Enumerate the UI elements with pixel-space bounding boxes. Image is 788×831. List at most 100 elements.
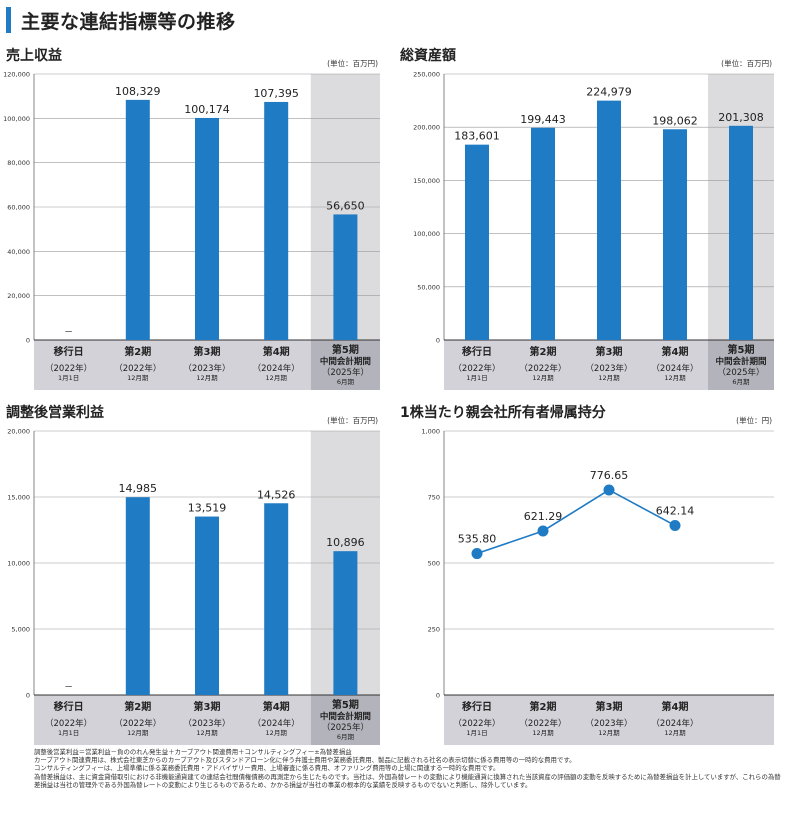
- bar: [531, 127, 555, 340]
- category-label: 第5期: [332, 698, 359, 711]
- category-label: 第3期: [194, 345, 221, 358]
- category-sub: 6月期: [337, 733, 355, 741]
- value-label: 199,443: [520, 113, 566, 126]
- value-label: 56,650: [326, 199, 365, 212]
- category-sub: 12月期: [196, 374, 218, 382]
- value-label: 224,979: [586, 86, 632, 99]
- data-point: [537, 525, 549, 537]
- value-label: 10,896: [326, 536, 365, 549]
- bar: [195, 516, 219, 695]
- bar: [597, 100, 621, 340]
- category-band: [444, 695, 774, 745]
- chart-title: 総資産額: [400, 47, 456, 64]
- page-header: 主要な連結指標等の推移: [6, 6, 236, 34]
- category-year: （2024年）: [651, 363, 698, 374]
- value-label: 100,174: [184, 103, 230, 116]
- category-sub: 6月期: [732, 378, 750, 386]
- value-label: 201,308: [718, 111, 764, 124]
- category-sub: 1月1日: [466, 729, 487, 737]
- unit-label: (単位：百万円): [327, 58, 378, 68]
- y-tick-label: 0: [436, 692, 440, 700]
- category-band: [34, 695, 311, 745]
- category-year: （2023年）: [183, 363, 230, 374]
- value-label: 14,985: [119, 482, 158, 495]
- bar: [333, 214, 358, 340]
- y-tick-label: 60,000: [7, 204, 30, 212]
- category-label: 第2期: [530, 345, 557, 358]
- category-year: （2022年）: [453, 363, 500, 374]
- category-sub: 6月期: [337, 378, 355, 386]
- data-point: [669, 519, 681, 531]
- y-tick-label: 15,000: [7, 494, 30, 502]
- value-label: 108,329: [115, 85, 161, 98]
- footnote-item: カーブアウト関連費用は、株式会社東芝からのカーブアウト及びスタンドアローン化に伴…: [34, 756, 576, 765]
- page-title: 主要な連結指標等の推移: [21, 10, 236, 33]
- category-year: （2022年）: [453, 718, 500, 729]
- category-year: （2022年）: [114, 718, 161, 729]
- footnote-item: 調整後営業利益＝営業利益－負ののれん発生益＋カーブアウト関連費用＋コンサルティン…: [34, 748, 352, 756]
- value-label: －: [64, 328, 73, 338]
- bar: [333, 551, 358, 695]
- unit-label: (単位：円): [736, 415, 772, 425]
- bar: [264, 503, 289, 695]
- category-label: 第2期: [530, 700, 557, 713]
- category-year: （2023年）: [585, 718, 632, 729]
- y-tick-label: 80,000: [7, 159, 30, 167]
- category-band: [34, 340, 311, 390]
- category-sub: 12月期: [532, 374, 554, 382]
- category-band-highlight: [310, 695, 380, 745]
- bar: [125, 497, 150, 695]
- category-label: 第2期: [124, 345, 151, 358]
- series-line: [476, 489, 676, 555]
- category-year: （2022年）: [45, 718, 92, 729]
- chart-total-assets: 総資産額 (単位：百万円) 0 50,000 100,000 150,000 200,000…: [400, 47, 774, 390]
- category-band-highlight: [708, 340, 774, 390]
- category-sub: 1月1日: [58, 374, 79, 382]
- category-sub: 12月期: [664, 729, 686, 737]
- category-label: 第2期: [124, 700, 151, 713]
- category-label: 移行日: [54, 700, 84, 713]
- value-label: 198,062: [652, 114, 698, 127]
- category-sub: 12月期: [598, 374, 620, 382]
- category-band-highlight: [310, 340, 380, 390]
- footnotes: 調整後営業利益＝営業利益－負ののれん発生益＋カーブアウト関連費用＋コンサルティン…: [34, 748, 782, 789]
- chart-title: 売上収益: [6, 47, 62, 64]
- value-label: 642.14: [656, 504, 695, 517]
- bar: [663, 129, 687, 340]
- category-year: （2024年）: [253, 718, 300, 729]
- category-sub: 12月期: [598, 729, 620, 737]
- unit-label: (単位：百万円): [721, 58, 772, 68]
- bar: [264, 101, 289, 340]
- y-tick-label: 100,000: [413, 230, 440, 238]
- category-label-line2: 中間会計期間: [715, 356, 766, 367]
- category-year: （2025年）: [717, 367, 764, 378]
- y-tick-label: 250: [428, 626, 440, 634]
- category-label: 第4期: [662, 345, 689, 358]
- y-tick-label: 120,000: [3, 71, 30, 79]
- category-label-line2: 中間会計期間: [320, 711, 371, 722]
- y-tick-label: 100,000: [3, 115, 30, 123]
- category-year: （2022年）: [519, 718, 566, 729]
- footnote-item: コンサルティングフィーは、上場準備に係る業務委託費用・アドバイザリー費用、上場審…: [34, 764, 500, 773]
- category-year: （2022年）: [114, 363, 161, 374]
- value-label: 14,526: [257, 488, 296, 501]
- bar: [195, 117, 219, 340]
- category-year: （2022年）: [45, 363, 92, 374]
- category-band: [444, 340, 708, 390]
- bar: [465, 144, 489, 340]
- category-label: 第3期: [596, 700, 623, 713]
- y-tick-label: 750: [428, 494, 440, 502]
- category-label: 第3期: [194, 700, 221, 713]
- category-label-line2: 中間会計期間: [320, 356, 371, 367]
- category-label: 移行日: [462, 345, 492, 358]
- category-label: 移行日: [462, 700, 492, 713]
- value-label: 535.80: [458, 533, 497, 546]
- y-tick-label: 0: [436, 337, 440, 345]
- unit-label: (単位：百万円): [327, 415, 378, 425]
- y-tick-label: 20,000: [7, 428, 30, 436]
- chart-revenue: 売上収益 (単位：百万円) 0 20,000 40,000 60,000 80,000 100…: [3, 47, 380, 390]
- y-tick-label: 0: [26, 692, 30, 700]
- category-label: 第3期: [596, 345, 623, 358]
- title-accent-bar: [6, 7, 11, 33]
- category-sub: 1月1日: [466, 374, 487, 382]
